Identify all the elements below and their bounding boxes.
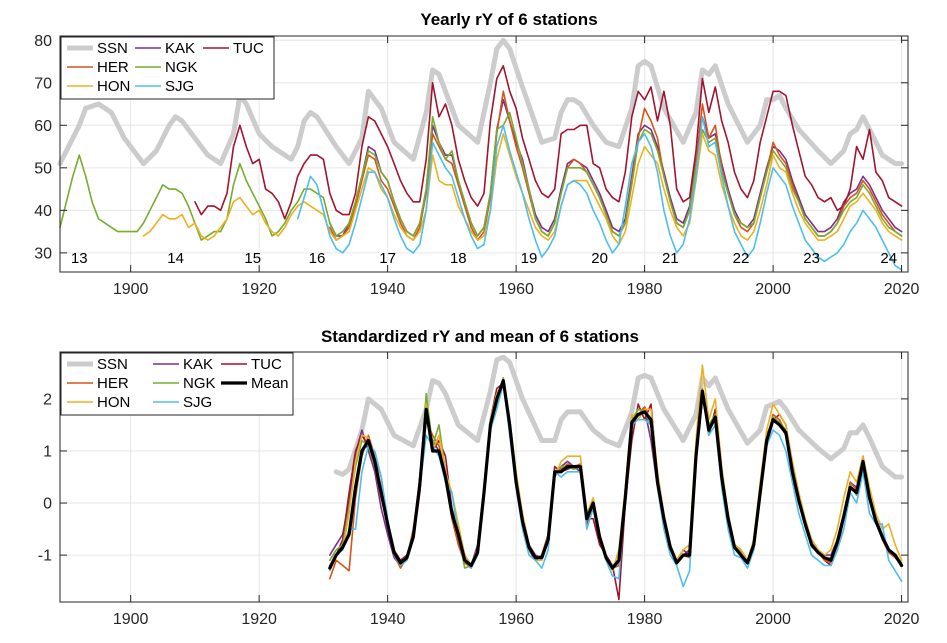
cycle-label: 13 bbox=[71, 250, 88, 267]
legend-label-mean: Mean bbox=[251, 375, 289, 392]
legend-label-sjg: SJG bbox=[165, 78, 194, 95]
series-group bbox=[328, 354, 905, 601]
y-tick-label: 80 bbox=[34, 33, 52, 50]
cycle-label: 16 bbox=[309, 250, 326, 267]
legend-label-kak: KAK bbox=[183, 356, 213, 373]
plot-frame bbox=[59, 35, 909, 273]
x-tick-label: 1960 bbox=[498, 281, 534, 298]
x-tick-label: 2020 bbox=[884, 281, 920, 298]
series-line-ssn bbox=[333, 354, 905, 480]
series-line-ngk bbox=[59, 111, 903, 241]
x-tick-label: 1900 bbox=[113, 281, 149, 298]
cycle-label: 18 bbox=[450, 250, 467, 267]
legend-label-ngk: NGK bbox=[165, 59, 198, 76]
plot-frame bbox=[59, 351, 909, 603]
x-tick-label: 1940 bbox=[370, 281, 406, 298]
cycle-label: 17 bbox=[379, 250, 396, 267]
y-tick-label: 1 bbox=[43, 443, 52, 460]
legend: SSN KAK TUC HER NGK HON SJG bbox=[60, 36, 275, 100]
legend-label-hon: HON bbox=[97, 78, 130, 95]
y-tick-label: 70 bbox=[34, 75, 52, 92]
legend-label-her: HER bbox=[97, 375, 129, 392]
cycle-label: 24 bbox=[880, 250, 897, 267]
chart-title: Standardized rY and mean of 6 stations bbox=[321, 327, 639, 346]
cycle-label: 20 bbox=[591, 250, 608, 267]
x-tick-label: 1920 bbox=[241, 281, 277, 298]
y-tick-label: -1 bbox=[38, 548, 52, 565]
legend-label-her: HER bbox=[97, 59, 129, 76]
panel-yearly-ry: Yearly rY of 6 stations 13 14 15 16 17 18 19 20… bbox=[34, 10, 919, 298]
legend: SSN KAK TUC HER NGK Mean HON SJG bbox=[60, 352, 294, 416]
series-line-sjg bbox=[296, 116, 903, 271]
x-tick-label: 2000 bbox=[755, 611, 791, 628]
x-tick-label: 1960 bbox=[498, 611, 534, 628]
cycle-label: 14 bbox=[167, 250, 184, 267]
legend-box bbox=[60, 36, 275, 100]
y-tick-label: 30 bbox=[34, 245, 52, 262]
cycle-label: 22 bbox=[733, 250, 750, 267]
legend-label-kak: KAK bbox=[165, 40, 195, 57]
series-group bbox=[57, 37, 905, 271]
x-tick-label: 1980 bbox=[627, 281, 663, 298]
cycle-labels: 13 14 15 16 17 18 19 20 21 22 23 24 bbox=[71, 250, 897, 267]
panel-standardized: Standardized rY and mean of 6 stations 1… bbox=[38, 327, 920, 628]
cycle-label: 23 bbox=[803, 250, 820, 267]
axis-ticks: 1900 1920 1940 1960 1980 2000 2020 -1 0 1 2 bbox=[38, 352, 920, 628]
series-line-mean bbox=[328, 379, 904, 570]
y-tick-label: 0 bbox=[43, 496, 52, 513]
x-tick-label: 2000 bbox=[755, 281, 791, 298]
legend-label-sjg: SJG bbox=[183, 394, 212, 411]
x-tick-label: 1900 bbox=[113, 611, 149, 628]
legend-label-hon: HON bbox=[97, 394, 130, 411]
y-tick-label: 60 bbox=[34, 118, 52, 135]
y-tick-label: 40 bbox=[34, 203, 52, 220]
legend-label-tuc: TUC bbox=[233, 40, 264, 57]
legend-label-ssn: SSN bbox=[97, 40, 128, 57]
legend-label-tuc: TUC bbox=[251, 356, 282, 373]
series-line-sjg bbox=[328, 382, 903, 588]
x-tick-label: 1940 bbox=[370, 611, 406, 628]
cycle-label: 21 bbox=[662, 250, 679, 267]
y-tick-label: 50 bbox=[34, 160, 52, 177]
x-tick-label: 2020 bbox=[884, 611, 920, 628]
series-line-tuc bbox=[194, 65, 903, 220]
y-tick-label: 2 bbox=[43, 391, 52, 408]
x-tick-label: 1980 bbox=[627, 611, 663, 628]
cycle-label: 15 bbox=[244, 250, 261, 267]
cycle-label: 19 bbox=[521, 250, 538, 267]
legend-label-ngk: NGK bbox=[183, 375, 216, 392]
chart-title: Yearly rY of 6 stations bbox=[420, 10, 597, 29]
legend-label-ssn: SSN bbox=[97, 356, 128, 373]
x-tick-label: 1920 bbox=[241, 611, 277, 628]
